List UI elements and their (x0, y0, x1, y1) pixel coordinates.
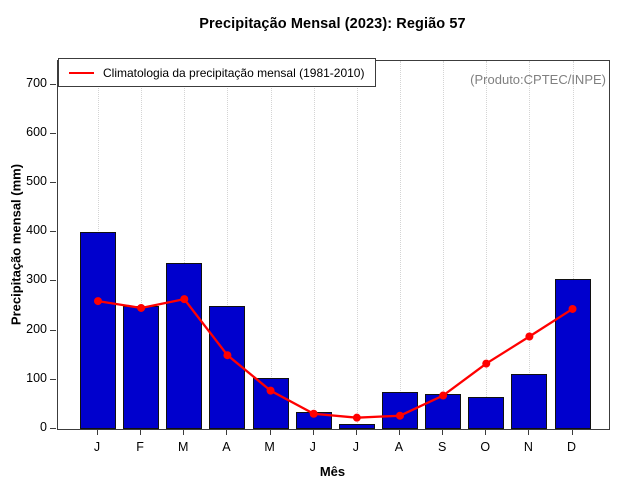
x-tick (97, 429, 98, 435)
x-tick-label-month: A (394, 440, 404, 454)
gridline (399, 61, 401, 429)
gridline (356, 61, 358, 429)
y-tick (50, 182, 56, 183)
x-tick (140, 429, 142, 435)
y-tick-label: 500 (26, 174, 47, 188)
climatology-point-8 (395, 411, 404, 420)
climatology-point-10 (482, 359, 491, 368)
chart-title: Precipitação Mensal (2023): Região 57 (199, 16, 466, 32)
gridline (529, 61, 531, 429)
climatology-point-3 (180, 295, 189, 304)
precip-bar-N-11 (511, 373, 548, 429)
legend-line-swatch (69, 71, 94, 74)
x-tick-label-month: J (309, 440, 316, 454)
climatology-line-layer (94, 295, 577, 422)
y-tick (50, 428, 56, 429)
x-tick-label-month: F (136, 440, 144, 454)
gridline (486, 61, 488, 429)
x-tick-label-month: O (480, 440, 491, 454)
precip-bar-M-5 (252, 377, 289, 429)
gridline (141, 61, 143, 429)
x-tick (355, 429, 357, 435)
y-tick-label: 600 (26, 124, 47, 139)
precip-bar-F-2 (123, 306, 160, 429)
climatology-point-11 (525, 332, 534, 341)
x-tick (485, 429, 487, 435)
climatology-point-7 (352, 413, 361, 422)
gridline (572, 61, 574, 429)
y-tick-label: 200 (26, 321, 47, 336)
legend-label: Climatologia da precipitação mensal (198… (103, 65, 365, 80)
x-tick-label-month: M (178, 440, 189, 454)
x-tick-label-month: N (523, 440, 533, 454)
x-tick (312, 429, 314, 435)
x-axis-label: Mês (319, 464, 346, 479)
gridline (313, 61, 315, 429)
climatology-point-2 (137, 303, 146, 312)
precip-bar-J-1 (80, 232, 116, 429)
precip-bar-A-4 (209, 306, 246, 429)
x-tick-label-month: S (437, 440, 447, 454)
precip-bar-M-3 (166, 262, 203, 429)
x-tick (398, 429, 400, 435)
x-tick (571, 429, 573, 435)
x-tick (528, 429, 530, 435)
x-tick (442, 429, 444, 435)
product-credit-text: (Produto:CPTEC/INPE) (470, 72, 606, 87)
x-tick-label-month: J (352, 440, 359, 454)
x-tick-label-month: D (567, 440, 577, 454)
x-tick-label-month: J (93, 440, 101, 454)
y-tick (50, 378, 56, 380)
x-tick-label-month: A (222, 440, 231, 454)
precip-bar-D-12 (554, 279, 591, 429)
y-tick-label: 0 (40, 420, 47, 434)
climatology-point-9 (439, 391, 448, 400)
x-tick-label-month: M (264, 440, 275, 454)
x-tick (183, 429, 185, 435)
climatology-point-1 (94, 297, 102, 306)
gridline (227, 61, 229, 429)
x-tick (226, 429, 228, 435)
y-tick (50, 231, 56, 233)
x-tick (269, 429, 271, 435)
y-tick-label: 100 (26, 370, 47, 385)
gridline (184, 61, 186, 429)
gridline (270, 61, 272, 429)
y-tick (50, 280, 56, 282)
gridline (443, 61, 445, 429)
legend-box: Climatologia da precipitação mensal (198… (58, 58, 376, 87)
y-tick (50, 329, 56, 331)
y-tick-label: 300 (26, 272, 47, 287)
climatology-line (97, 297, 574, 419)
precip-bar-O-10 (468, 396, 505, 429)
climatology-point-5 (266, 386, 275, 395)
y-tick-label: 400 (26, 223, 47, 238)
climatology-point-4 (223, 351, 232, 360)
precip-bar-J-7 (338, 424, 375, 429)
climatology-point-6 (309, 409, 318, 418)
climatology-point-12 (568, 304, 577, 313)
y-tick (50, 132, 56, 134)
y-tick-label: 700 (26, 75, 47, 90)
y-tick (50, 83, 56, 85)
plot-area (57, 60, 610, 430)
